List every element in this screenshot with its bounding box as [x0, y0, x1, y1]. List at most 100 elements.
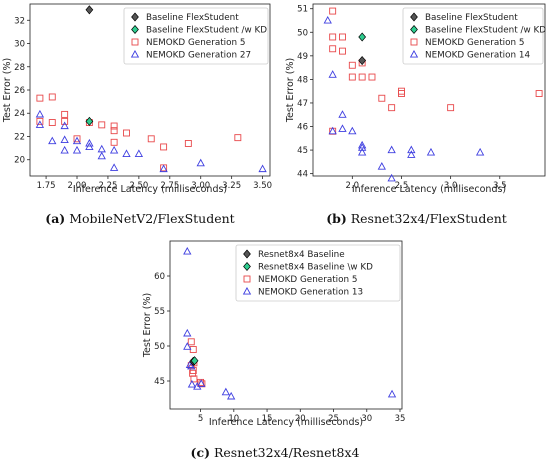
data-point: [226, 391, 236, 400]
data-point: [35, 109, 45, 118]
legend-marker: [410, 12, 418, 22]
y-tick-label: 32: [14, 16, 25, 26]
data-point: [387, 173, 396, 182]
caption-c: (c) Resnet32x4/Resnet8x4: [140, 445, 410, 460]
legend-box: [123, 7, 269, 65]
data-point: [73, 135, 81, 143]
legend-entry: Baseline FlexStudent /w KD: [146, 26, 267, 36]
chart-c: 5 10 15 20 25 30 35 45 50 55 60 Inference Latency (…: [142, 240, 405, 428]
series-3: [183, 246, 397, 400]
caption-b-text: Resnet32x4/FlexStudent: [350, 211, 507, 226]
data-point: [357, 147, 367, 156]
legend-box: [235, 244, 401, 302]
chart-a: 1.75 2.00 2.25 2.50 2.75 3.00 3.25 3.50 20 22 24 26…: [2, 3, 272, 195]
data-point: [187, 338, 195, 346]
x-tick-label: 2.25: [98, 181, 117, 191]
data-point: [387, 389, 397, 398]
legend-box: [402, 7, 544, 65]
x-tick-label: 3.25: [222, 181, 241, 191]
x-tick-label: 15: [262, 414, 273, 424]
data-point: [109, 163, 119, 171]
data-point: [348, 73, 356, 81]
data-point: [122, 149, 131, 157]
data-point: [184, 140, 192, 147]
data-point: [329, 45, 337, 53]
data-point: [348, 126, 357, 135]
data-point: [109, 145, 119, 154]
data-point: [329, 33, 337, 41]
data-point: [426, 147, 436, 156]
data-point: [358, 73, 366, 81]
y-tick-label: 45: [297, 146, 308, 156]
x-tick-label: 2.75: [160, 181, 179, 191]
x-tick-label: 2.00: [68, 181, 87, 191]
y-tick-label: 22: [14, 132, 25, 142]
legend-marker: [242, 286, 252, 295]
y-tick-label: 60: [154, 272, 165, 282]
data-point: [48, 119, 56, 126]
x-tick-label: 3.50: [253, 181, 272, 191]
data-point: [377, 162, 386, 170]
data-point: [147, 135, 155, 143]
x-axis-label: Inference Latency (milliseconds): [209, 417, 363, 428]
data-point: [187, 379, 197, 388]
x-tick-label: 2.0: [346, 181, 360, 191]
legend-entry: Resnet8x4 Baseline: [258, 250, 345, 260]
data-point: [348, 61, 356, 69]
x-axis-label: Inference Latency (milliseconds): [352, 184, 506, 195]
data-point: [85, 142, 94, 150]
data-point: [160, 143, 168, 151]
caption-c-text: Resnet32x4/Resnet8x4: [213, 445, 360, 460]
x-tick-label: 10: [228, 414, 239, 424]
data-point: [190, 356, 199, 366]
legend-entry: NEMOKD Generation 5: [425, 38, 524, 48]
data-point: [234, 134, 242, 142]
data-point: [72, 145, 82, 154]
data-point: [258, 164, 267, 173]
caption-a: (a) MobileNetV2/FlexStudent: [0, 211, 280, 226]
legend-entry: NEMOKD Generation 27: [146, 51, 251, 61]
series-1: [358, 32, 367, 42]
data-point: [190, 375, 198, 383]
x-tick-label: 2.50: [129, 181, 148, 191]
y-tick-label: 20: [14, 156, 25, 166]
chart-b: 2.0 2.5 3.0 3.5 44 45 46 47 48 49 50 51 Inference La…: [285, 3, 546, 195]
legend-marker: [130, 49, 140, 58]
y-tick-label: 55: [154, 307, 165, 317]
data-point: [97, 151, 106, 160]
data-point: [123, 129, 130, 137]
y-tick-label: 30: [14, 40, 25, 50]
legend-marker: [243, 275, 251, 283]
series-0: [358, 56, 367, 66]
data-point: [187, 361, 196, 370]
series-3: [35, 109, 267, 173]
x-tick-label: 1.75: [37, 181, 56, 191]
data-point: [72, 136, 82, 145]
legend-entry: Baseline FlexStudent: [425, 13, 518, 23]
x-tick-label: 5: [198, 414, 203, 424]
data-point: [85, 138, 94, 147]
data-point: [85, 5, 94, 15]
y-tick-label: 46: [297, 123, 308, 133]
data-point: [134, 149, 144, 157]
data-point: [36, 94, 44, 102]
data-point: [339, 47, 346, 55]
data-point: [185, 360, 195, 368]
legend-marker: [131, 12, 139, 22]
legend-entry: NEMOKD Generation 5: [258, 275, 357, 285]
x-axis-label: Inference Latency (milliseconds): [73, 184, 227, 195]
data-point: [388, 104, 396, 112]
y-tick-label: 47: [297, 99, 308, 109]
legend-marker: [410, 38, 418, 46]
legend-marker: [131, 38, 139, 46]
legend-entry: NEMOKD Generation 14: [425, 51, 530, 61]
legend-entry: Baseline FlexStudent: [146, 13, 239, 23]
y-tick-label: 50: [154, 342, 165, 352]
y-tick-label: 45: [154, 377, 165, 387]
data-point: [328, 70, 337, 78]
data-point: [368, 73, 376, 81]
data-point: [535, 90, 543, 97]
legend-entry: Resnet8x4 Baseline \w KD: [258, 263, 373, 273]
y-tick-label: 28: [14, 63, 25, 73]
data-point: [339, 33, 346, 41]
